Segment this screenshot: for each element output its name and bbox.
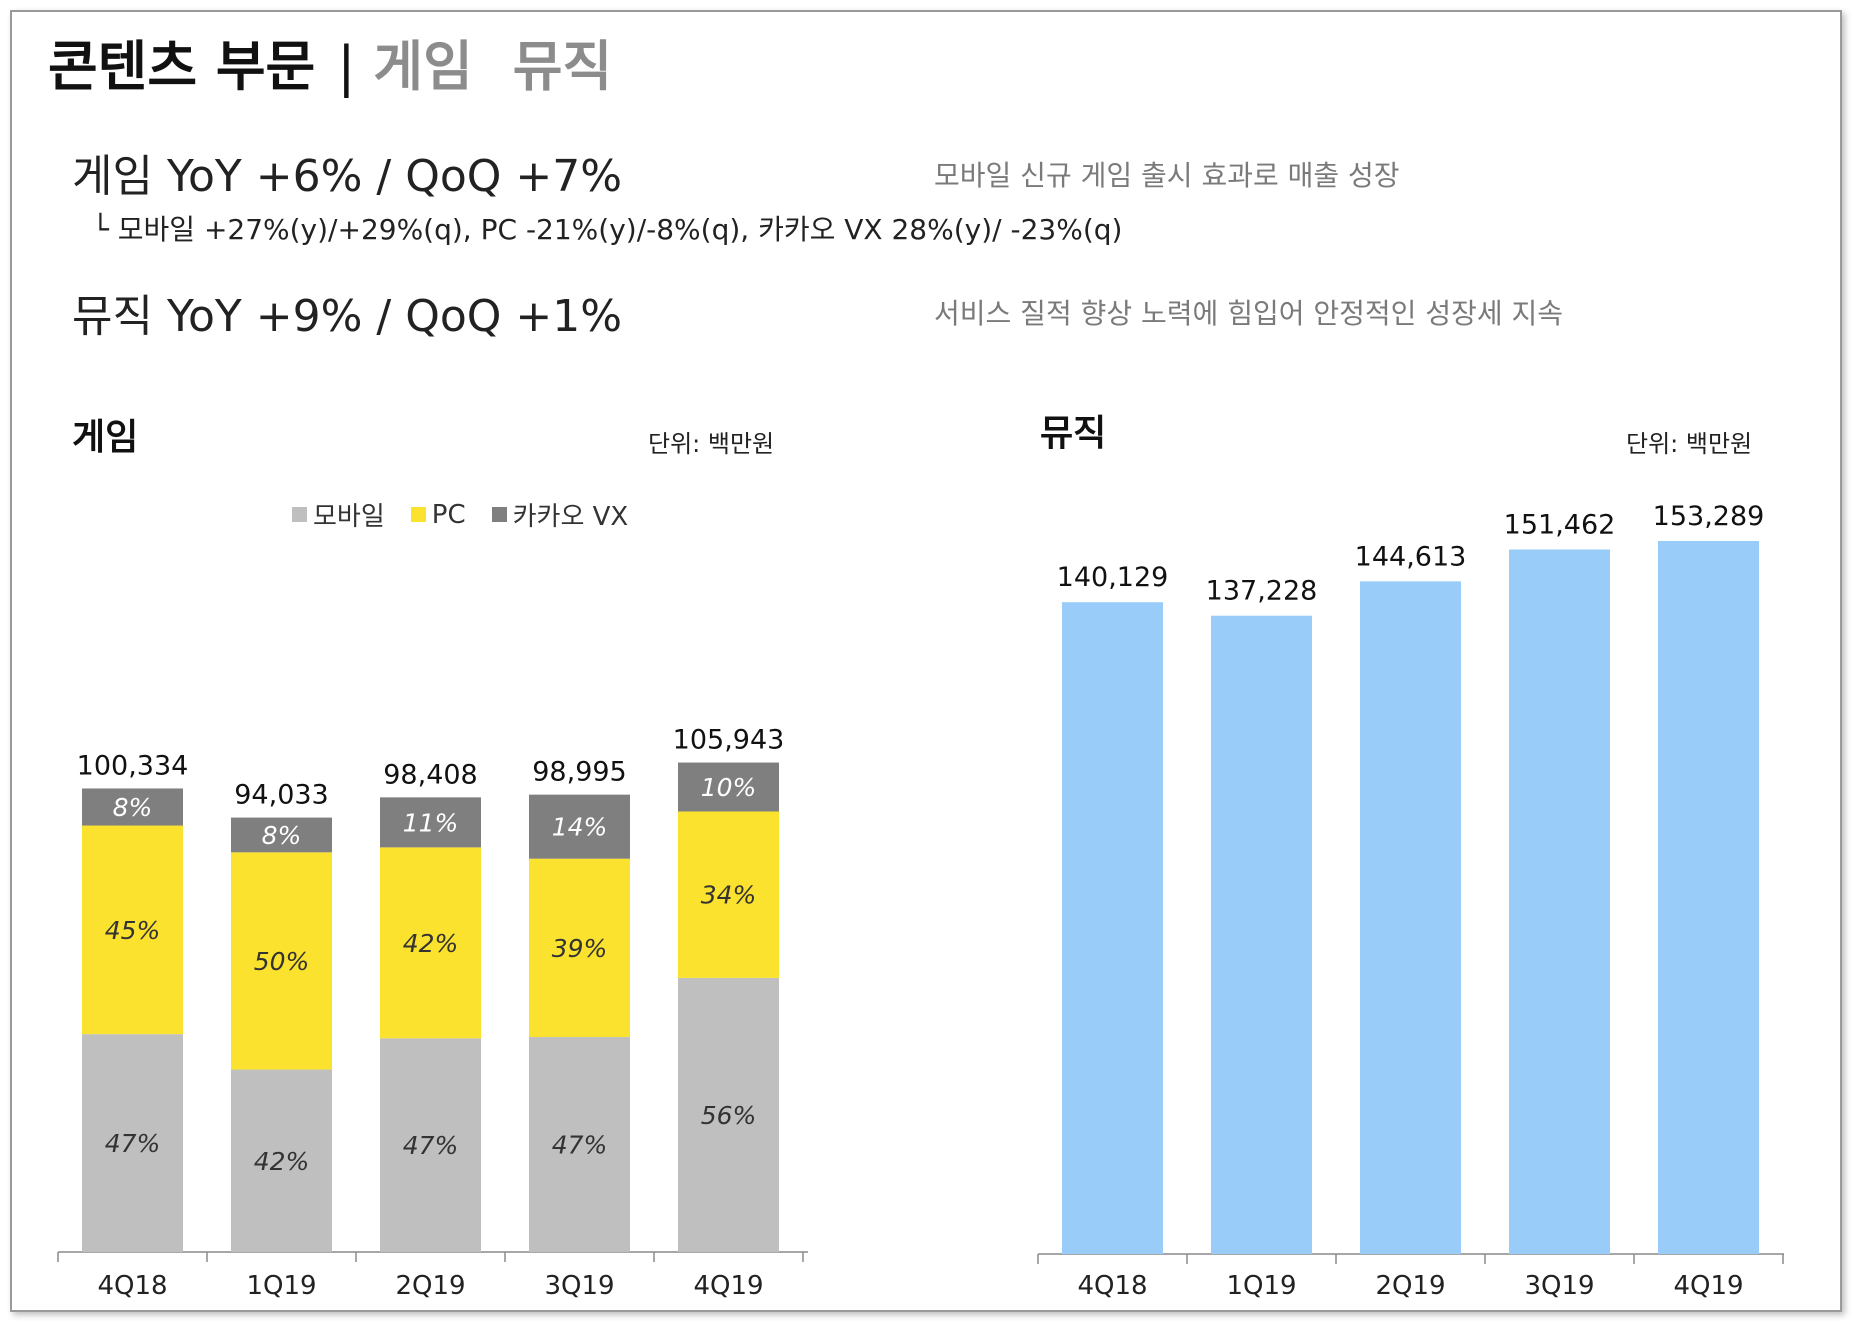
music-headline: 뮤직 YoY +9% / QoQ +1% bbox=[72, 291, 623, 342]
game-seg-label-vx-3Q19: 14% bbox=[552, 813, 608, 842]
game-x-tick-2Q19: 2Q19 bbox=[395, 1271, 465, 1301]
game-seg-label-pc-4Q19: 34% bbox=[701, 881, 757, 910]
title-sub-music: 뮤직 bbox=[512, 35, 613, 98]
game-x-tick-3Q19: 3Q19 bbox=[544, 1271, 614, 1301]
legend-label-vx: 카카오 VX bbox=[512, 502, 629, 532]
game-chart-unit: 단위: 백만원 bbox=[648, 430, 775, 458]
music-note: 서비스 질적 향상 노력에 힘입어 안정적인 성장세 지속 bbox=[934, 297, 1564, 330]
game-bar-mobile-2Q19 bbox=[380, 1038, 481, 1252]
legend-item-mobile: 모바일 bbox=[292, 496, 385, 533]
game-seg-label-mobile-3Q19: 47% bbox=[552, 1131, 608, 1160]
legend-swatch-mobile bbox=[292, 507, 307, 522]
music-value-label-2Q19: 144,613 bbox=[1355, 541, 1467, 572]
game-seg-label-mobile-4Q18: 47% bbox=[105, 1129, 161, 1158]
game-bar-vx-4Q18 bbox=[82, 788, 183, 826]
game-chart-title: 게임 bbox=[72, 417, 139, 458]
music-bar-1Q19 bbox=[1211, 615, 1312, 1254]
legend-swatch-vx bbox=[491, 507, 507, 522]
game-seg-label-vx-4Q18: 8% bbox=[113, 793, 153, 822]
music-x-tick-4Q18: 4Q18 bbox=[1077, 1271, 1147, 1301]
music-value-label-1Q19: 137,228 bbox=[1206, 576, 1318, 607]
music-chart-unit: 단위: 백만원 bbox=[1626, 430, 1753, 458]
title-sub-game: 게임 bbox=[373, 35, 473, 98]
game-bar-vx-1Q19 bbox=[231, 817, 332, 853]
music-bar-4Q19 bbox=[1658, 541, 1759, 1254]
game-seg-label-vx-2Q19: 11% bbox=[403, 808, 459, 837]
game-x-tick-4Q19: 4Q19 bbox=[693, 1271, 763, 1301]
music-value-label-3Q19: 151,462 bbox=[1504, 509, 1616, 540]
game-headline: 게임 YoY +6% / QoQ +7% bbox=[72, 151, 623, 202]
legend-label-pc: PC bbox=[431, 499, 466, 530]
title-separator: | bbox=[337, 35, 356, 98]
music-bar-4Q18 bbox=[1062, 602, 1163, 1254]
music-chart-title: 뮤직 bbox=[1040, 413, 1107, 454]
legend-item-vx: 카카오 VX bbox=[491, 496, 629, 533]
game-bar-pc-2Q19 bbox=[380, 847, 481, 1039]
title-main: 콘텐츠 부문 bbox=[48, 35, 316, 98]
game-seg-label-pc-2Q19: 42% bbox=[403, 929, 459, 958]
music-x-tick-3Q19: 3Q19 bbox=[1524, 1271, 1594, 1301]
game-x-tick-4Q18: 4Q18 bbox=[97, 1271, 167, 1301]
game-bar-pc-4Q19 bbox=[678, 811, 779, 978]
game-seg-label-mobile-1Q19: 42% bbox=[254, 1147, 310, 1176]
game-seg-label-pc-1Q19: 50% bbox=[254, 947, 310, 976]
game-bar-mobile-4Q18 bbox=[82, 1034, 183, 1252]
game-bar-mobile-1Q19 bbox=[231, 1069, 332, 1252]
game-bar-pc-3Q19 bbox=[529, 858, 630, 1038]
game-detail: └ 모바일 +27%(y)/+29%(q), PC -21%(y)/-8%(q)… bbox=[92, 213, 1123, 246]
game-total-label-1Q19: 94,033 bbox=[234, 780, 328, 811]
game-total-label-4Q18: 100,334 bbox=[77, 750, 189, 781]
game-seg-label-mobile-2Q19: 47% bbox=[403, 1131, 459, 1160]
game-seg-label-vx-1Q19: 8% bbox=[262, 821, 302, 850]
page-title: 콘텐츠 부문 | 게임 뮤직 bbox=[48, 22, 652, 101]
game-bar-mobile-4Q19 bbox=[678, 977, 779, 1252]
game-bar-vx-4Q19 bbox=[678, 762, 779, 812]
game-bar-mobile-3Q19 bbox=[529, 1037, 630, 1252]
music-value-label-4Q18: 140,129 bbox=[1057, 562, 1169, 593]
game-bar-vx-2Q19 bbox=[380, 797, 481, 848]
game-x-tick-1Q19: 1Q19 bbox=[246, 1271, 316, 1301]
game-total-label-2Q19: 98,408 bbox=[383, 759, 477, 790]
game-chart-legend: 모바일 PC 카카오 VX bbox=[292, 496, 628, 533]
game-bar-pc-4Q18 bbox=[82, 825, 183, 1035]
legend-label-mobile: 모바일 bbox=[313, 502, 385, 532]
legend-item-pc: PC bbox=[410, 499, 466, 530]
game-seg-label-mobile-4Q19: 56% bbox=[701, 1101, 757, 1130]
game-seg-label-pc-3Q19: 39% bbox=[552, 934, 608, 963]
music-bar-2Q19 bbox=[1360, 581, 1461, 1254]
music-x-tick-4Q19: 4Q19 bbox=[1673, 1271, 1743, 1301]
legend-swatch-pc bbox=[410, 507, 426, 522]
game-bar-vx-3Q19 bbox=[529, 794, 630, 859]
music-value-label-4Q19: 153,289 bbox=[1653, 501, 1765, 532]
music-x-tick-2Q19: 2Q19 bbox=[1375, 1271, 1445, 1301]
game-total-label-4Q19: 105,943 bbox=[673, 725, 785, 756]
game-total-label-3Q19: 98,995 bbox=[532, 757, 626, 788]
game-seg-label-vx-4Q19: 10% bbox=[701, 773, 757, 802]
game-seg-label-pc-4Q18: 45% bbox=[105, 916, 161, 945]
music-x-tick-1Q19: 1Q19 bbox=[1226, 1271, 1296, 1301]
music-bar-3Q19 bbox=[1509, 549, 1610, 1254]
game-note: 모바일 신규 게임 출시 효과로 매출 성장 bbox=[934, 159, 1400, 192]
game-bar-pc-1Q19 bbox=[231, 852, 332, 1070]
slide-frame bbox=[10, 10, 1842, 1312]
